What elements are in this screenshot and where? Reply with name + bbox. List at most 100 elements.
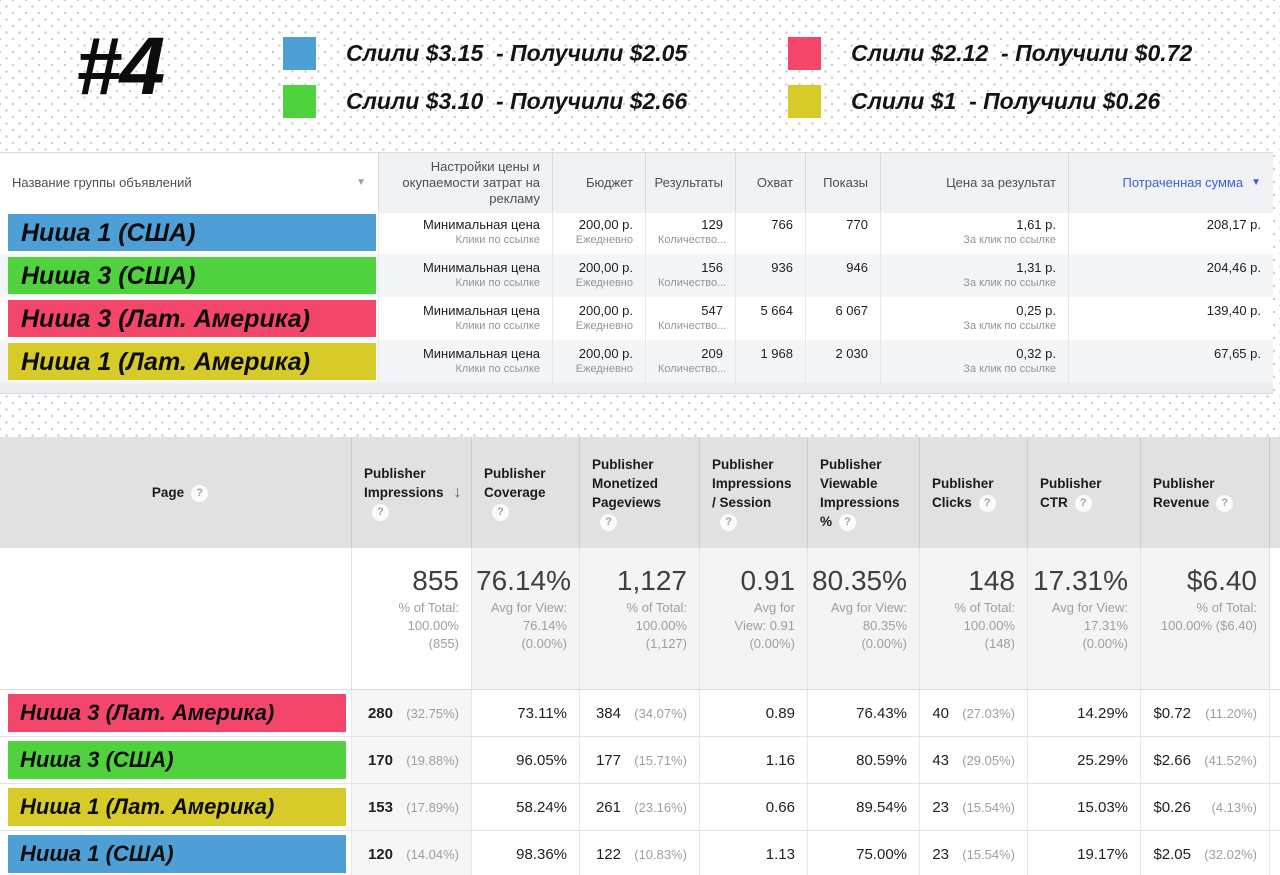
analytics-column-header-line: CTR? (1040, 493, 1134, 512)
legend-item: Слили $3.10 - Получили $2.66 (283, 85, 788, 118)
totals-subtext: (855) (428, 636, 459, 651)
help-icon[interactable]: ? (978, 494, 996, 512)
analytics-column-header[interactable]: Publisher Impressions / Session? (700, 437, 808, 548)
ads-column-header[interactable]: Потраченная сумма ▼ (1068, 153, 1273, 213)
help-icon[interactable]: ? (191, 485, 209, 502)
analytics-table-header: Page? Publisher Impressions ↓? Publisher Cove… (0, 437, 1280, 548)
ads-column-header[interactable]: Бюджет (552, 153, 645, 213)
analytics-column-header-label: Revenue (1153, 494, 1210, 510)
help-icon[interactable]: ? (600, 513, 617, 531)
help-icon[interactable]: ? (839, 513, 857, 531)
legend-label: Слили $3.15 - Получили $2.05 (346, 40, 688, 66)
page-label[interactable]: Ниша 3 (Лат. Америка) (8, 694, 346, 732)
results-cell-sublabel: Количество... (658, 277, 727, 289)
page-name-cell: Ниша 1 (США) (0, 831, 352, 875)
totals-subtext: (0.00%) (861, 636, 907, 651)
totals-subtext: (0.00%) (1082, 636, 1128, 651)
impressions-percent: (32.75%) (406, 705, 459, 721)
viewable-value: 76.43% (856, 704, 907, 722)
per_session-cell: 0.66 (700, 784, 808, 830)
ad-group-label[interactable]: Ниша 3 (США) (8, 257, 376, 294)
legend-label: Слили $1 - Получили $0.26 (851, 88, 1161, 114)
page-label[interactable]: Ниша 3 (США) (8, 741, 346, 779)
page-name-cell: Ниша 3 (США) (0, 737, 352, 783)
ads-column-header[interactable]: Название группы объявлений ▼ (0, 153, 378, 213)
monetized-percent: (15.71%) (634, 752, 687, 768)
help-icon[interactable]: ? (720, 513, 737, 531)
bid-settings-cell-value: Минимальная цена (422, 303, 540, 318)
sort-desc-icon[interactable]: ▼ (1251, 177, 1261, 188)
per_session-value: 1.16 (765, 751, 795, 769)
totals-subtext: 17.31% (1083, 618, 1128, 633)
analytics-column-header-label: Publisher (1153, 475, 1215, 491)
analytics-column-header[interactable]: Publisher CTR? (1028, 437, 1141, 548)
analytics-column-header-line: ? (364, 502, 465, 521)
page-name-cell: Ниша 1 (Лат. Америка) (0, 784, 352, 830)
analytics-column-header[interactable]: Publisher Revenue? (1141, 437, 1270, 548)
help-icon[interactable]: ? (1074, 494, 1092, 512)
per_session-value: 0.66 (765, 798, 795, 816)
impressions-percent: (17.89%) (406, 799, 459, 815)
revenue-value: $2.66 (1153, 751, 1191, 769)
coverage-cell: 98.36% (472, 831, 580, 875)
bid-settings-cell-value: Минимальная цена (422, 346, 540, 361)
analytics-column-header-label: Publisher (484, 466, 546, 481)
row-spacer (1270, 690, 1280, 736)
help-icon[interactable]: ? (492, 504, 509, 521)
per_session-value: 0.89 (765, 704, 795, 722)
ads-column-header[interactable]: Результаты (645, 153, 735, 213)
ads-table-row: Ниша 1 (Лат. Америка) Минимальная цена Кли… (0, 340, 1273, 383)
impressions-cell-value: 770 (846, 217, 868, 232)
analytics-column-header[interactable]: Publisher Viewable Impressions%? (808, 437, 920, 548)
analytics-column-header-label: Publisher (364, 466, 426, 481)
revenue-cell: $2.66 (41.52%) (1141, 737, 1270, 783)
viewable-cell: 76.43% (808, 690, 920, 736)
ads-column-header[interactable]: Показы (805, 153, 880, 213)
bid-settings-cell-sublabel: Клики по ссылке (455, 234, 541, 246)
coverage-cell: 58.24% (472, 784, 580, 830)
impressions-value: 170 (367, 751, 393, 769)
totals-metric-cell: 17.31% Avg for View: 17.31% (0.00%) (1028, 548, 1141, 689)
ads-column-header[interactable]: Цена за результат (880, 153, 1068, 213)
help-icon[interactable]: ? (372, 504, 389, 521)
analytics-table-body: Ниша 3 (Лат. Америка) 280 (32.75%) 73.11% 38… (0, 690, 1280, 875)
analytics-column-header-label: Impressions (712, 475, 792, 491)
help-icon[interactable]: ? (1216, 494, 1234, 512)
sort-down-icon[interactable]: ↓ (453, 484, 462, 501)
ads-column-header[interactable]: Охват (735, 153, 805, 213)
page-label[interactable]: Ниша 1 (США) (8, 835, 346, 873)
ctr-cell: 25.29% (1028, 737, 1141, 783)
totals-value: 80.35% (812, 565, 907, 596)
results-cell-sublabel: Количество... (658, 320, 727, 332)
analytics-column-header-label: Publisher (820, 456, 882, 472)
sort-desc-icon[interactable]: ▼ (356, 177, 366, 188)
impressions-cell-value: 2 030 (835, 346, 868, 361)
analytics-column-header[interactable]: Publisher Impressions ↓? (352, 437, 472, 548)
analytics-column-header-label: Impressions (820, 494, 900, 510)
budget-cell-sublabel: Ежедневно (575, 234, 633, 246)
impressions-percent: (19.88%) (406, 752, 459, 768)
results-cell: 209 Количество... (645, 340, 735, 383)
ad-group-label[interactable]: Ниша 1 (США) (8, 214, 376, 251)
ads-column-header[interactable]: Настройки цены и окупаемости затрат на р… (378, 153, 552, 213)
monetized-value: 122 (595, 845, 621, 863)
totals-metric-cell: 76.14% Avg for View: 76.14% (0.00%) (472, 548, 580, 689)
legend-item: Слили $2.12 - Получили $0.72 (788, 37, 1192, 70)
legend-item: Слили $1 - Получили $0.26 (788, 85, 1192, 118)
page-label[interactable]: Ниша 1 (Лат. Америка) (8, 788, 346, 826)
analytics-column-header[interactable]: Publisher Monetized Pageviews? (580, 437, 700, 548)
analytics-column-header[interactable]: Page? (0, 437, 352, 548)
legend-color-swatch (788, 37, 821, 70)
totals-subtext: Avg for View: (490, 600, 567, 615)
analytics-table-row: Ниша 3 (США) 170 (19.88%) 96.05% 177 (15.71%)… (0, 737, 1280, 784)
analytics-column-header[interactable]: Publisher Coverage? (472, 437, 580, 548)
analytics-table-row: Ниша 1 (Лат. Америка) 153 (17.89%) 58.24% 26… (0, 784, 1280, 831)
header-band: #4 Слили $3.15 - Получили $2.05 Слили $2.… (0, 0, 1280, 152)
ad-group-label[interactable]: Ниша 3 (Лат. Америка) (8, 300, 376, 337)
impressions-cell: 280 (32.75%) (352, 690, 472, 736)
monetized-percent: (34.07%) (634, 705, 687, 721)
ad-group-label[interactable]: Ниша 1 (Лат. Америка) (8, 343, 376, 380)
analytics-table: Page? Publisher Impressions ↓? Publisher Cove… (0, 437, 1280, 875)
analytics-column-header[interactable]: Publisher Clicks? (920, 437, 1028, 548)
coverage-value: 96.05% (516, 751, 567, 769)
